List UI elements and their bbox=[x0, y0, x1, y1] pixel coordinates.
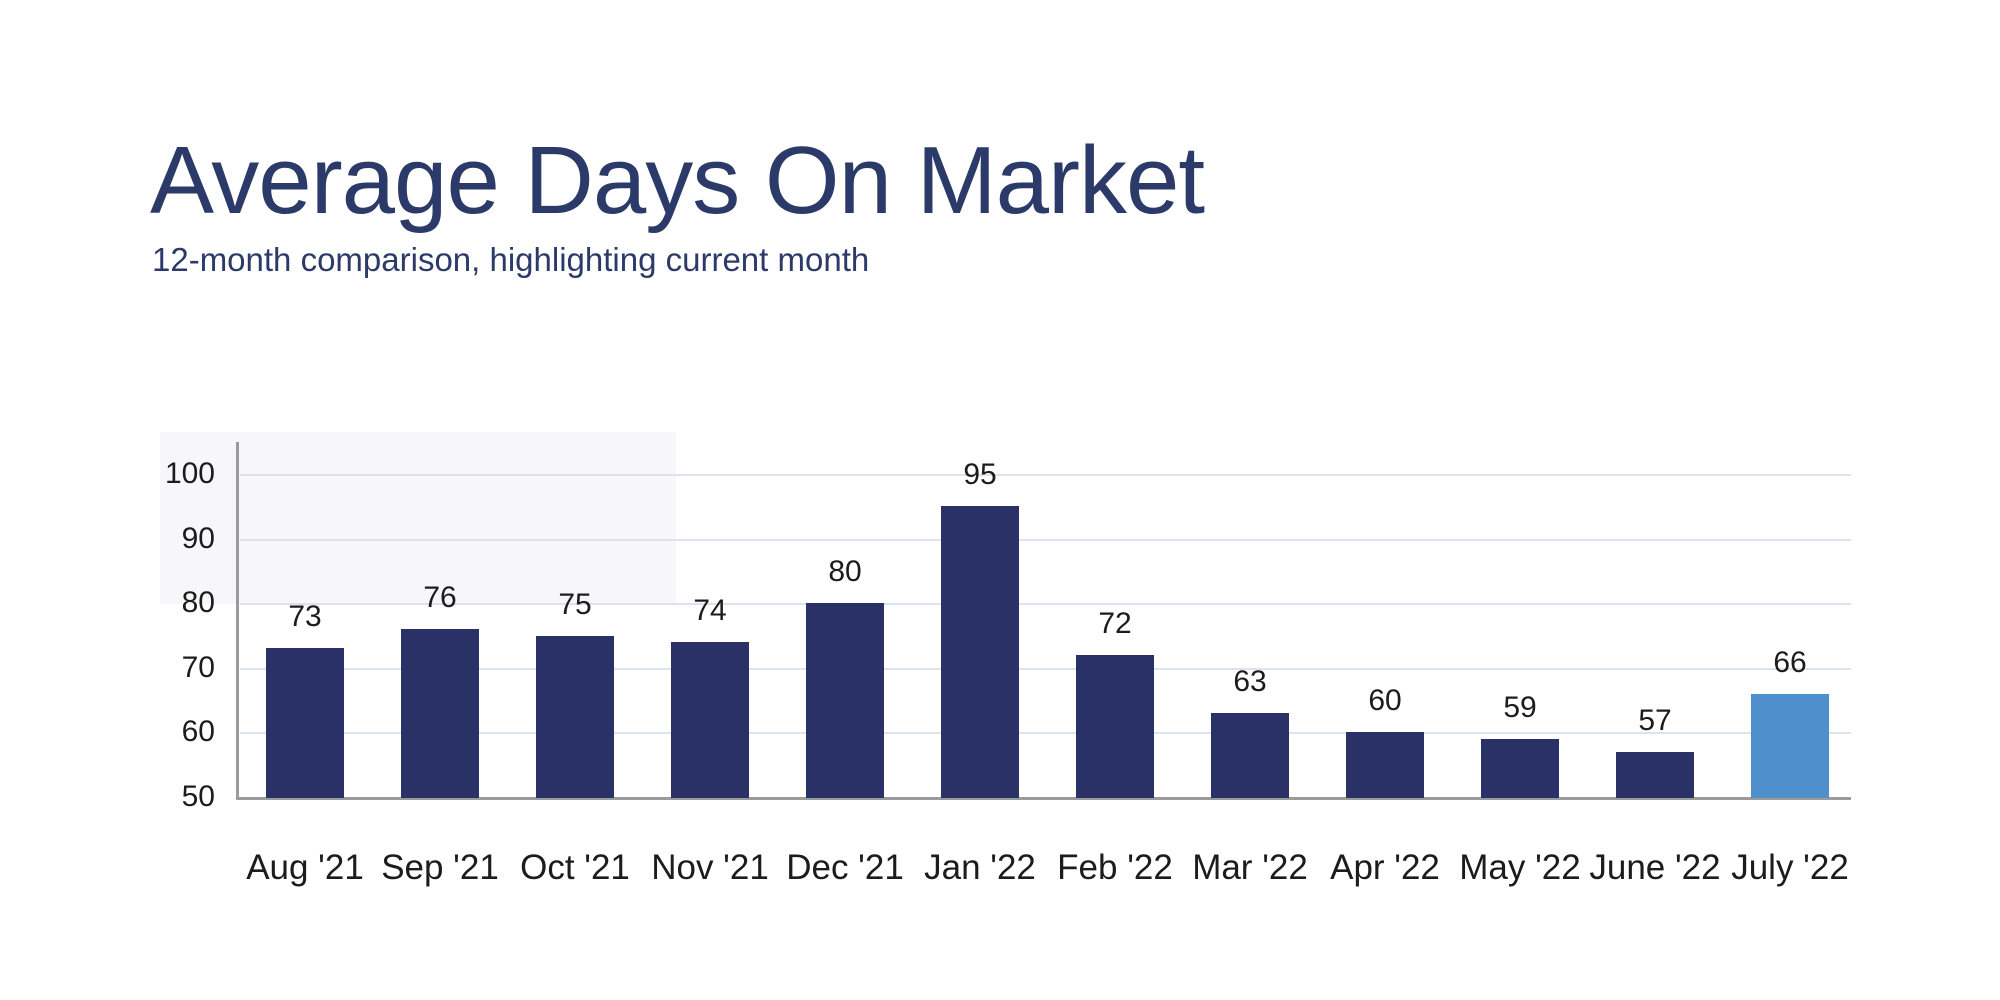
bar bbox=[1616, 751, 1694, 798]
x-tick-label: Nov '21 bbox=[651, 848, 769, 887]
bar bbox=[1211, 713, 1289, 798]
bar bbox=[806, 603, 884, 798]
bar-value-label: 57 bbox=[1638, 703, 1672, 737]
bar-value-label: 75 bbox=[558, 587, 592, 621]
bar bbox=[941, 506, 1019, 798]
bar bbox=[401, 629, 479, 798]
x-tick-label: Dec '21 bbox=[786, 848, 904, 887]
bar-value-label: 73 bbox=[288, 600, 322, 634]
gridline bbox=[240, 474, 1851, 476]
gridline bbox=[240, 603, 1851, 606]
x-tick-label: Feb '22 bbox=[1057, 848, 1173, 887]
x-tick-label: Oct '21 bbox=[520, 848, 630, 887]
x-axis-line bbox=[236, 797, 1851, 800]
bar-value-label: 72 bbox=[1098, 606, 1132, 640]
y-tick-label: 70 bbox=[181, 650, 215, 684]
bar-highlighted bbox=[1751, 693, 1829, 798]
x-tick-label: July '22 bbox=[1731, 848, 1849, 887]
y-tick-label: 80 bbox=[181, 586, 215, 620]
y-tick-label: 90 bbox=[181, 521, 215, 555]
bar-value-label: 66 bbox=[1773, 645, 1807, 679]
y-tick-label: 50 bbox=[181, 780, 215, 813]
bar bbox=[1076, 654, 1154, 798]
bar-value-label: 63 bbox=[1233, 665, 1267, 699]
bar-value-label: 74 bbox=[693, 593, 727, 627]
gridline bbox=[240, 732, 1851, 735]
bar-value-label: 95 bbox=[963, 458, 997, 492]
gridline bbox=[240, 538, 1851, 541]
bar-value-label: 60 bbox=[1368, 684, 1402, 718]
bar-value-label: 80 bbox=[828, 555, 862, 589]
x-tick-label: June '22 bbox=[1589, 848, 1721, 887]
x-tick-label: May '22 bbox=[1459, 848, 1581, 887]
x-tick-label: Apr '22 bbox=[1330, 848, 1440, 887]
bar bbox=[671, 641, 749, 798]
gridline bbox=[240, 667, 1851, 670]
y-axis-line bbox=[236, 442, 239, 800]
bar bbox=[1346, 732, 1424, 798]
x-tick-label: Sep '21 bbox=[381, 848, 499, 887]
bar bbox=[1481, 738, 1559, 798]
chart-title: Average Days On Market bbox=[150, 127, 1205, 234]
x-tick-label: Mar '22 bbox=[1192, 848, 1308, 887]
x-tick-label: Aug '21 bbox=[246, 848, 364, 887]
bar bbox=[266, 648, 344, 798]
bar-value-label: 76 bbox=[423, 581, 457, 615]
x-tick-label: Jan '22 bbox=[924, 848, 1036, 887]
y-tick-label: 100 bbox=[164, 457, 215, 490]
bar bbox=[536, 635, 614, 798]
bar-value-label: 59 bbox=[1503, 690, 1537, 724]
chart-subtitle: 12-month comparison, highlighting curren… bbox=[152, 241, 870, 278]
y-tick-label: 60 bbox=[181, 715, 215, 749]
background-artifact-rect bbox=[160, 432, 676, 604]
